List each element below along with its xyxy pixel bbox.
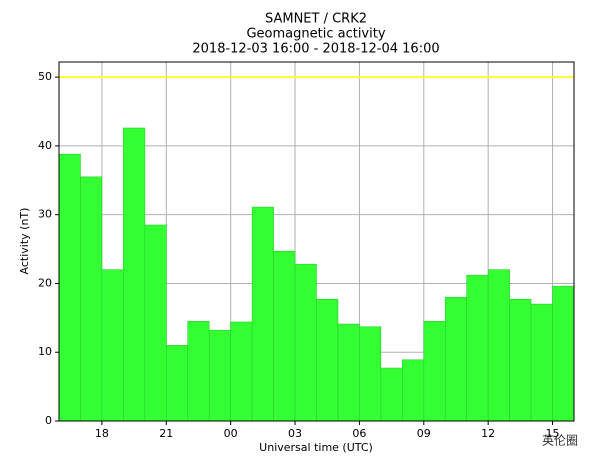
y-tick-label: 50 [38, 70, 52, 83]
chart-period: 2018-12-03 16:00 - 2018-12-04 16:00 [192, 42, 439, 57]
x-tick-label: 12 [481, 427, 495, 440]
bar [230, 321, 253, 422]
watermark: 英伦圈 [542, 433, 578, 448]
bar [487, 269, 510, 422]
bar [80, 176, 103, 422]
y-tick-label: 40 [38, 139, 52, 152]
y-tick-label: 20 [38, 276, 52, 289]
plot-frame [58, 61, 575, 422]
y-tick-label: 30 [38, 208, 52, 221]
bar [123, 127, 146, 422]
x-tick-label: 21 [159, 427, 173, 440]
y-tick-label: 10 [38, 345, 52, 358]
bar [466, 274, 489, 422]
bar [380, 367, 403, 422]
x-tick-label: 00 [224, 427, 238, 440]
x-tick-label: 06 [352, 427, 366, 440]
bar [359, 326, 382, 422]
bar [316, 298, 339, 422]
x-tick-label: 15 [546, 427, 560, 440]
bar [444, 296, 468, 422]
bar [208, 329, 231, 422]
bar [165, 345, 189, 422]
bar [402, 359, 425, 422]
bar [509, 298, 532, 422]
y-tick-label: 0 [45, 414, 52, 427]
y-axis-label: Activity (nT) [18, 208, 31, 275]
x-tick-label: 03 [288, 427, 302, 440]
bar [294, 263, 317, 422]
bar [552, 285, 575, 422]
x-tick-label: 09 [417, 427, 431, 440]
bar [58, 153, 81, 422]
bar [337, 323, 360, 422]
x-tick-label: 18 [95, 427, 109, 440]
bar [144, 224, 167, 422]
bar [251, 206, 274, 422]
bar [530, 303, 553, 422]
bar [101, 269, 124, 422]
x-axis-label: Universal time (UTC) [259, 441, 373, 454]
bar [187, 320, 210, 422]
chart-subtitle: Geomagnetic activity [246, 27, 385, 42]
bar [423, 320, 446, 422]
bar [273, 250, 296, 422]
chart-title: SAMNET / CRK2 [265, 12, 367, 27]
plot-area: 0 10 20 30 40 50 18 21 00 03 06 09 12 15 [38, 61, 575, 440]
